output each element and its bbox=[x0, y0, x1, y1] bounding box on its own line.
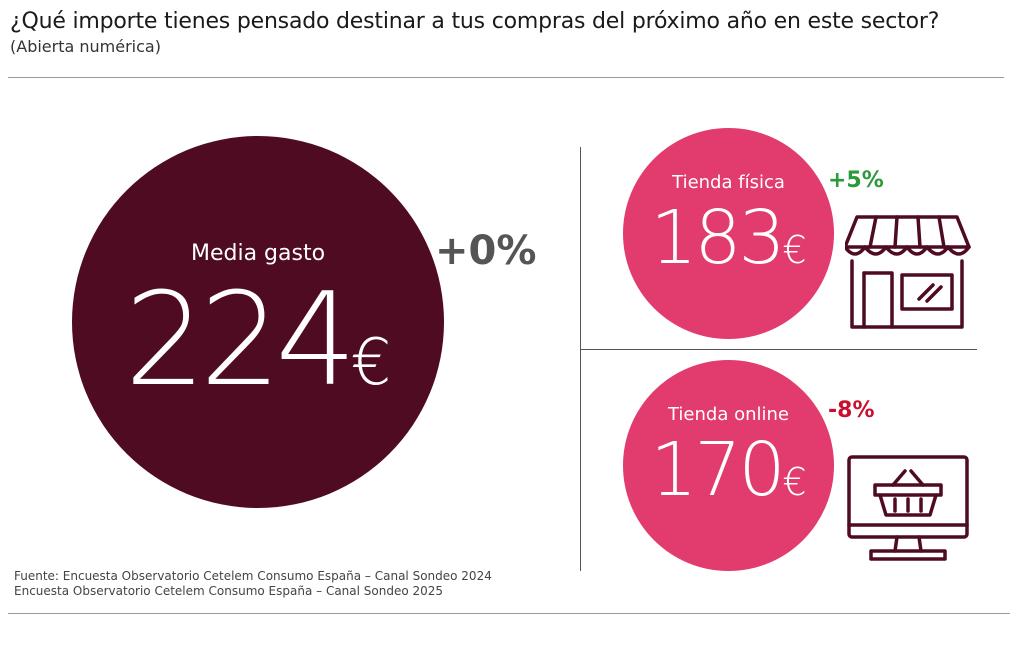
online-store-change: -8% bbox=[828, 398, 875, 423]
average-spend-value: 224€ bbox=[72, 276, 444, 428]
online-store-label: Tienda online bbox=[667, 404, 789, 425]
source-note: Fuente: Encuesta Observatorio Cetelem Co… bbox=[14, 569, 492, 599]
average-spend-number: 224 bbox=[124, 266, 356, 415]
monitor-basket-icon bbox=[847, 455, 969, 561]
horizontal-divider bbox=[581, 349, 977, 350]
average-spend-change: +0% bbox=[435, 228, 537, 274]
source-line-2: Encuesta Observatorio Cetelem Consumo Es… bbox=[14, 584, 444, 598]
top-divider bbox=[8, 77, 1004, 78]
vertical-divider bbox=[580, 147, 581, 571]
online-store-circle: Tienda online 170€ bbox=[623, 360, 834, 571]
physical-store-number: 183 bbox=[650, 195, 785, 281]
source-line-1: Fuente: Encuesta Observatorio Cetelem Co… bbox=[14, 569, 492, 583]
online-store-number: 170 bbox=[650, 427, 785, 513]
bottom-divider bbox=[8, 613, 1010, 614]
physical-store-value: 183€ bbox=[623, 198, 834, 290]
store-icon bbox=[845, 215, 971, 329]
physical-store-change: +5% bbox=[828, 168, 884, 193]
physical-store-label: Tienda física bbox=[672, 172, 785, 193]
online-store-currency: € bbox=[782, 460, 807, 504]
online-store-value: 170€ bbox=[623, 430, 834, 522]
average-spend-currency: € bbox=[350, 326, 392, 400]
physical-store-currency: € bbox=[782, 228, 807, 272]
question-title: ¿Qué importe tienes pensado destinar a t… bbox=[10, 9, 940, 34]
question-subtitle: (Abierta numérica) bbox=[10, 37, 161, 56]
average-spend-label: Media gasto bbox=[190, 241, 326, 266]
average-spend-circle: Media gasto 224€ bbox=[72, 136, 444, 508]
physical-store-circle: Tienda física 183€ bbox=[623, 128, 834, 339]
